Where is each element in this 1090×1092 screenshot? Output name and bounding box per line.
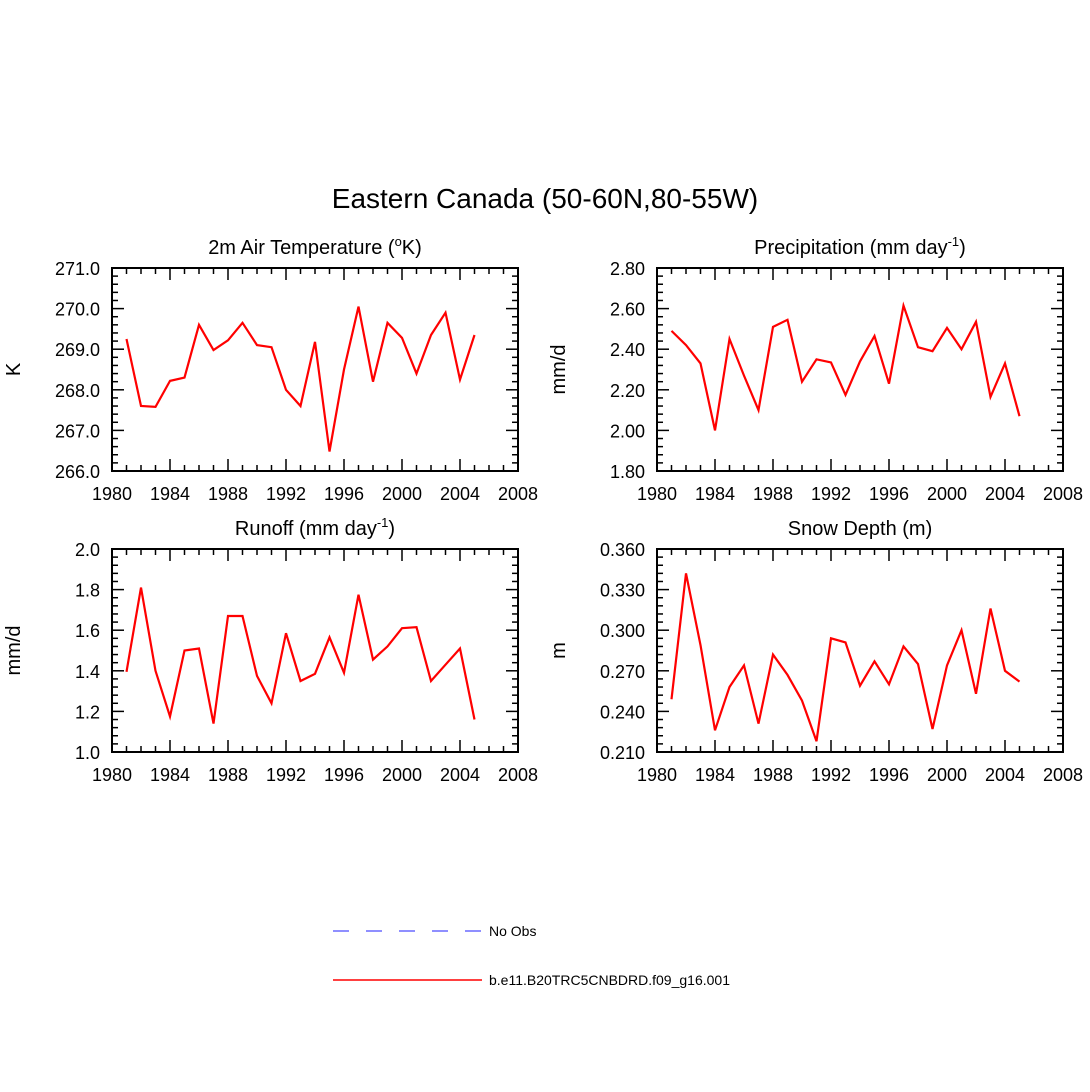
x-tick-label: 1980 — [92, 765, 132, 785]
y-tick-label: 0.330 — [600, 581, 645, 601]
y-tick-label: 2.00 — [610, 421, 645, 441]
x-tick-label: 2004 — [440, 765, 480, 785]
x-tick-label: 2000 — [382, 484, 422, 504]
y-tick-label: 1.80 — [610, 462, 645, 482]
y-tick-label: 1.8 — [75, 581, 100, 601]
y-tick-label: 271.0 — [55, 259, 100, 279]
figure-title: Eastern Canada (50-60N,80-55W) — [332, 183, 758, 214]
x-tick-label: 1992 — [811, 765, 851, 785]
chart-panels: 2m Air Temperature (oK) K 1980 1984 1988 1992… — [3, 234, 1083, 785]
y-tick-label: 2.20 — [610, 381, 645, 401]
x-tick-label: 1984 — [150, 484, 190, 504]
y-tick-label: 270.0 — [55, 300, 100, 320]
chart-panel-1: 2m Air Temperature (oK) K 1980 1984 1988 1992… — [3, 234, 538, 504]
y-tick-label: 269.0 — [55, 340, 100, 360]
x-tick-label: 1988 — [753, 765, 793, 785]
y-tick-label: 267.0 — [55, 421, 100, 441]
x-tick-label: 2000 — [382, 765, 422, 785]
y-tick-label: 1.6 — [75, 621, 100, 641]
y-tick-label: 0.210 — [600, 743, 645, 763]
y-tick-label: 2.0 — [75, 540, 100, 560]
x-tick-label: 1996 — [324, 765, 364, 785]
y-tick-label: 1.0 — [75, 743, 100, 763]
y-axis-label: K — [3, 362, 25, 376]
chart-panel-3: Runoff (mm day-1) mm/d 1980 1984 1988 1992 199… — [3, 515, 538, 785]
x-tick-label: 2004 — [440, 484, 480, 504]
panel-title: Snow Depth (m) — [788, 518, 933, 540]
chart-panel-2: Precipitation (mm day-1) mm/d 1980 1984 1988… — [548, 234, 1083, 504]
y-tick-label: 0.240 — [600, 702, 645, 722]
x-tick-label: 1980 — [637, 765, 677, 785]
y-tick-label: 2.80 — [610, 259, 645, 279]
x-tick-label: 2004 — [985, 765, 1025, 785]
y-tick-label: 2.40 — [610, 340, 645, 360]
y-tick-label: 0.360 — [600, 540, 645, 560]
series-line — [125, 587, 476, 724]
x-tick-label: 1988 — [753, 484, 793, 504]
x-tick-label: 1984 — [695, 765, 735, 785]
x-tick-label: 2008 — [498, 765, 538, 785]
x-tick-label: 2008 — [1043, 484, 1083, 504]
x-tick-label: 2008 — [1043, 765, 1083, 785]
y-axis-label: mm/d — [548, 345, 570, 395]
x-tick-label: 1992 — [811, 484, 851, 504]
y-tick-label: 266.0 — [55, 462, 100, 482]
legend-label: No Obs — [489, 923, 536, 939]
x-tick-label: 1988 — [208, 484, 248, 504]
x-tick-label: 2004 — [985, 484, 1025, 504]
panel-title: Runoff (mm day-1) — [235, 515, 395, 540]
x-tick-label: 1996 — [869, 765, 909, 785]
series-line — [670, 573, 1021, 742]
y-axis-label: mm/d — [3, 626, 25, 676]
panel-title: 2m Air Temperature (oK) — [208, 234, 422, 259]
x-tick-label: 2000 — [927, 484, 967, 504]
x-tick-label: 1980 — [92, 484, 132, 504]
y-tick-label: 1.2 — [75, 702, 100, 722]
y-tick-label: 1.4 — [75, 662, 100, 682]
chart-panel-4: Snow Depth (m) m 1980 1984 1988 1992 1996 2000 2… — [548, 518, 1083, 785]
x-tick-label: 1984 — [150, 765, 190, 785]
panel-title: Precipitation (mm day-1) — [754, 234, 966, 259]
legend: No Obs b.e11.B20TRC5CNBDRD.f09_g16.001 — [333, 923, 730, 988]
x-tick-label: 1992 — [266, 484, 306, 504]
x-tick-label: 1988 — [208, 765, 248, 785]
x-tick-label: 1996 — [324, 484, 364, 504]
y-tick-label: 0.270 — [600, 662, 645, 682]
y-tick-label: 268.0 — [55, 381, 100, 401]
y-tick-label: 0.300 — [600, 621, 645, 641]
y-axis-label: m — [548, 642, 570, 659]
y-tick-label: 2.60 — [610, 300, 645, 320]
x-tick-label: 1980 — [637, 484, 677, 504]
x-tick-label: 1992 — [266, 765, 306, 785]
x-tick-label: 1984 — [695, 484, 735, 504]
x-tick-label: 2000 — [927, 765, 967, 785]
x-tick-label: 1996 — [869, 484, 909, 504]
series-line — [125, 306, 476, 452]
legend-label: b.e11.B20TRC5CNBDRD.f09_g16.001 — [489, 972, 730, 988]
x-tick-label: 2008 — [498, 484, 538, 504]
series-line — [670, 301, 1021, 431]
